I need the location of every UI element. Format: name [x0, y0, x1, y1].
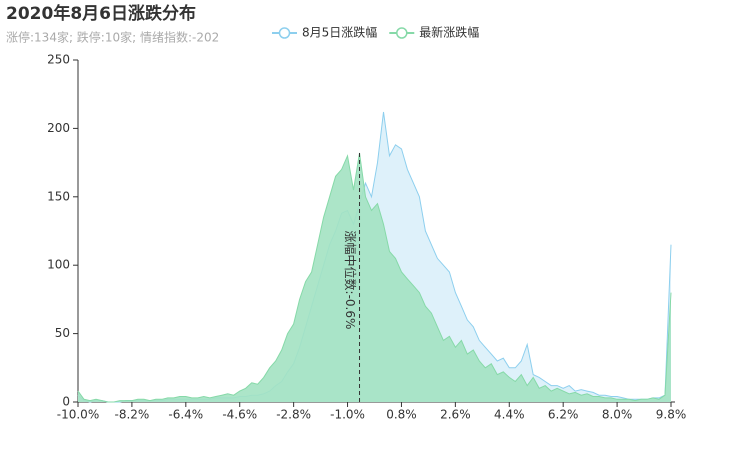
legend-item: 最新涨跌幅 [389, 25, 479, 40]
x-tick-label: 2.6% [440, 408, 471, 422]
y-tick-label: 200 [47, 121, 70, 135]
x-tick-label: 4.4% [494, 408, 525, 422]
x-tick-label: 8.0% [602, 408, 633, 422]
chart-title: 2020年8月6日涨跌分布 [6, 3, 196, 24]
legend-marker [278, 27, 291, 39]
x-tick-label: -2.8% [276, 408, 311, 422]
y-tick-label: 250 [47, 53, 70, 67]
y-tick-label: 100 [47, 258, 70, 272]
x-tick-label: 0.8% [386, 408, 417, 422]
median-label: 涨幅中位数:-0.6% [343, 231, 358, 330]
series-area [78, 153, 671, 402]
x-tick-label: -10.0% [57, 408, 99, 422]
chart-subtitle: 涨停:134家; 跌停:10家; 情绪指数:-202 [6, 30, 219, 45]
x-tick-label: 9.8% [656, 408, 687, 422]
series-line [77, 152, 672, 403]
x-tick-label: -4.6% [222, 408, 257, 422]
y-tick-label: 150 [47, 189, 70, 203]
y-tick-label: 50 [55, 326, 70, 340]
legend-label: 最新涨跌幅 [419, 25, 479, 40]
x-tick-label: -8.2% [114, 408, 149, 422]
legend-marker [396, 27, 408, 39]
y-tick-label: 0 [62, 395, 70, 409]
x-tick-label: 6.2% [548, 408, 579, 422]
legend-label: 8月5日涨跌幅 [302, 25, 377, 40]
legend-item: 8月5日涨跌幅 [272, 25, 377, 40]
x-tick-label: -6.4% [168, 408, 203, 422]
x-tick-label: -1.0% [330, 408, 365, 422]
